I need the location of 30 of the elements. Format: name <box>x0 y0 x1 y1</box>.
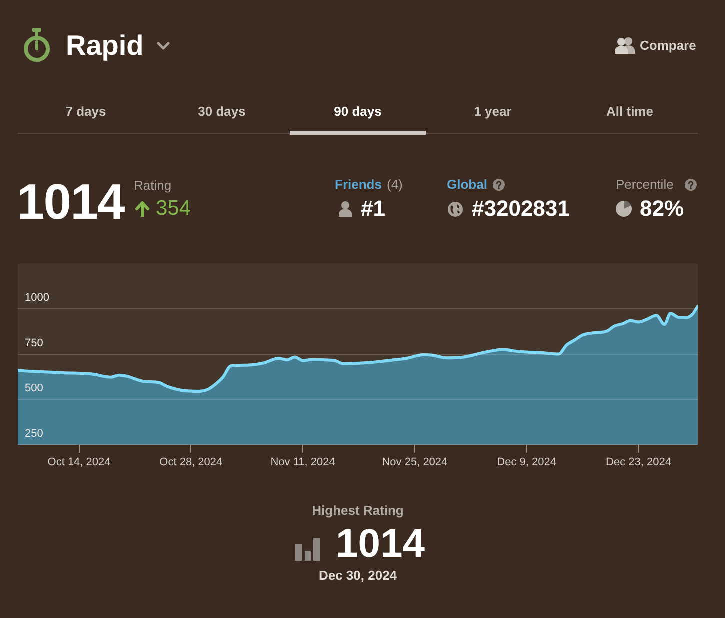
text: 30 days <box>198 104 246 120</box>
x-tick-label: Oct 14, 2024 <box>48 456 111 469</box>
text: 1014 <box>336 521 425 568</box>
text: #3202831 <box>472 196 570 222</box>
text: Percentile <box>616 177 674 193</box>
x-tick-label: Dec 9, 2024 <box>497 456 556 469</box>
text: Compare <box>640 38 696 54</box>
text: Dec 30, 2024 <box>318 568 398 584</box>
text: Global <box>447 177 488 193</box>
x-tick-label: Oct 28, 2024 <box>160 456 223 469</box>
x-tick-label: Nov 11, 2024 <box>270 456 336 469</box>
text: 354 <box>156 196 192 222</box>
text: 1014 <box>17 173 124 232</box>
x-tick-label: Nov 25, 2024 <box>382 456 448 469</box>
chart-title: Rapid <box>66 29 144 63</box>
text: 82% <box>640 196 684 222</box>
text: 7 days <box>66 104 106 120</box>
text: 90 days <box>334 104 382 120</box>
y-tick-label: 500 <box>25 382 44 395</box>
text: Highest Rating <box>312 503 404 519</box>
text: Friends <box>335 177 382 193</box>
y-tick-label: 250 <box>25 428 44 440</box>
text: #1 <box>361 196 386 222</box>
x-tick-label: Dec 23, 2024 <box>606 456 672 469</box>
text: (4) <box>387 177 403 193</box>
text: Rating <box>134 178 172 194</box>
text: All time <box>606 104 654 120</box>
y-tick-label: 750 <box>25 337 44 350</box>
y-tick-label: 1000 <box>25 292 50 304</box>
text: 1 year <box>474 104 512 120</box>
